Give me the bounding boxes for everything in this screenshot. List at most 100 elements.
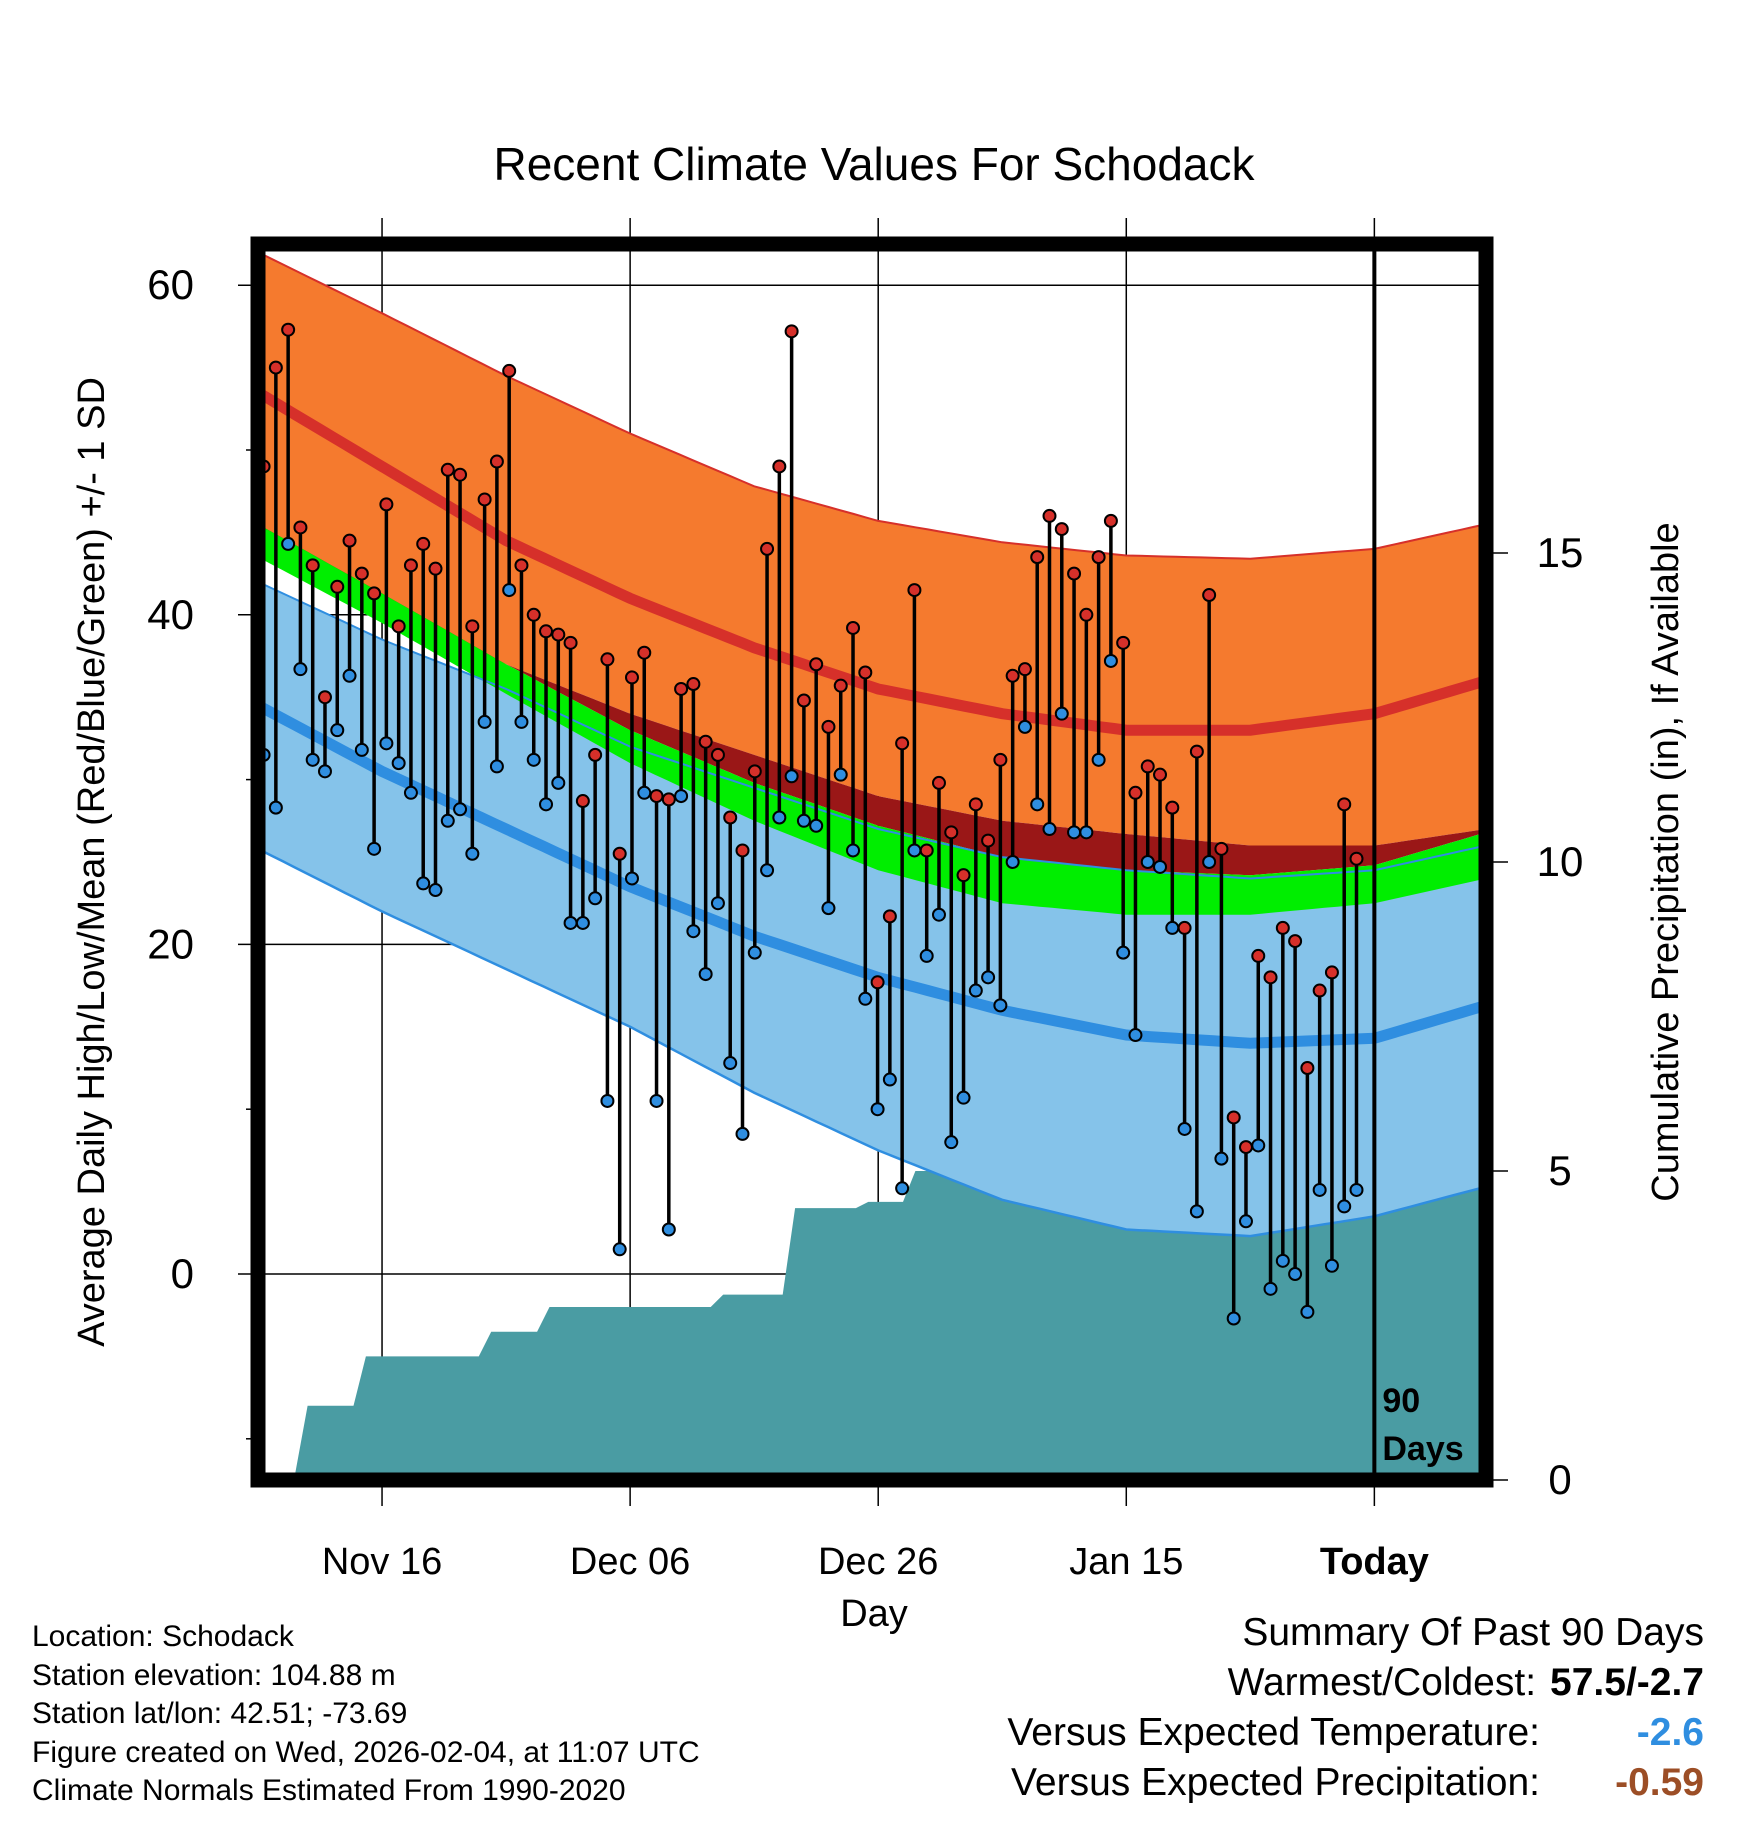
low-point bbox=[710, 896, 725, 911]
normal-bands-layer bbox=[258, 251, 1486, 1238]
low-point bbox=[747, 945, 762, 960]
low-point bbox=[784, 769, 799, 784]
high-point bbox=[882, 909, 897, 924]
created-text: Figure created on Wed, 2026-02-04, at 11… bbox=[32, 1735, 700, 1769]
low-point bbox=[735, 1126, 750, 1141]
high-point bbox=[367, 586, 382, 601]
low-point bbox=[882, 1072, 897, 1087]
high-point bbox=[1189, 744, 1204, 759]
low-point bbox=[465, 846, 480, 861]
low-point bbox=[1091, 752, 1106, 767]
high-point bbox=[539, 624, 554, 639]
low-point bbox=[1030, 797, 1045, 812]
high-point bbox=[1091, 550, 1106, 565]
low-point bbox=[612, 1242, 627, 1257]
high-point bbox=[993, 752, 1008, 767]
high-point bbox=[907, 583, 922, 598]
high-point bbox=[674, 681, 689, 696]
today-marker-label-1: 90 bbox=[1382, 1382, 1420, 1420]
low-point bbox=[1116, 945, 1131, 960]
low-point bbox=[1128, 1028, 1143, 1043]
low-point bbox=[1263, 1281, 1278, 1296]
high-point bbox=[944, 825, 959, 840]
low-point bbox=[1324, 1258, 1339, 1273]
high-point bbox=[723, 810, 738, 825]
low-point bbox=[1202, 855, 1217, 869]
low-point bbox=[1067, 825, 1082, 840]
high-point bbox=[1238, 1140, 1253, 1155]
y-tick-label-left: 0 bbox=[171, 1250, 194, 1297]
x-tick-label: Nov 16 bbox=[322, 1541, 442, 1583]
y-tick-label-left: 20 bbox=[147, 920, 194, 967]
low-point bbox=[661, 1222, 676, 1237]
low-point bbox=[379, 736, 394, 751]
station-info: Location: Schodack Station elevation: 10… bbox=[32, 1618, 700, 1811]
x-tick-label: Today bbox=[1320, 1541, 1429, 1583]
low-point bbox=[1140, 855, 1155, 869]
high-point bbox=[1054, 522, 1069, 537]
low-point bbox=[1238, 1214, 1253, 1229]
high-point bbox=[1079, 607, 1094, 622]
high-point bbox=[1312, 983, 1327, 998]
high-point bbox=[1140, 759, 1155, 774]
high-sd-band bbox=[258, 252, 1486, 846]
low-point bbox=[833, 767, 848, 782]
low-point bbox=[354, 742, 369, 757]
low-point bbox=[539, 797, 554, 812]
low-point bbox=[907, 843, 922, 858]
location-text: Location: Schodack bbox=[32, 1620, 294, 1653]
high-point bbox=[858, 665, 873, 680]
high-point bbox=[563, 635, 578, 650]
high-point bbox=[1288, 934, 1303, 949]
high-point bbox=[772, 459, 787, 474]
high-point bbox=[895, 736, 910, 751]
low-point bbox=[1300, 1304, 1315, 1319]
low-point bbox=[624, 871, 639, 886]
high-point bbox=[588, 747, 603, 762]
x-tick-label: Dec 06 bbox=[570, 1541, 690, 1583]
high-point bbox=[1030, 550, 1045, 565]
high-point bbox=[833, 678, 848, 693]
low-point bbox=[1042, 822, 1057, 837]
summary-panel: Summary Of Past 90 Days Warmest/Coldest:… bbox=[1007, 1608, 1704, 1808]
high-point bbox=[1005, 668, 1020, 683]
high-point bbox=[735, 843, 750, 858]
precip-departure-label: Versus Expected Precipitation: bbox=[1011, 1761, 1540, 1804]
low-point bbox=[1103, 653, 1118, 668]
low-point bbox=[1079, 825, 1094, 840]
low-point bbox=[1312, 1182, 1327, 1197]
high-point bbox=[330, 579, 345, 594]
high-point bbox=[846, 620, 861, 635]
high-point bbox=[1214, 841, 1229, 856]
low-point bbox=[956, 1090, 971, 1105]
observations-layer bbox=[258, 322, 1364, 1326]
y-tick-label-left: 60 bbox=[147, 261, 194, 308]
high-point bbox=[305, 558, 320, 573]
high-point bbox=[1251, 948, 1266, 963]
high-point bbox=[379, 497, 394, 512]
low-point bbox=[428, 883, 443, 898]
high-point bbox=[821, 719, 836, 734]
low-point bbox=[760, 863, 775, 878]
warmest-coldest-row: Warmest/Coldest: 57.5/-2.7 bbox=[1007, 1658, 1704, 1708]
low-point bbox=[575, 915, 590, 930]
upper-overlap-band bbox=[258, 524, 1486, 876]
low-point bbox=[821, 901, 836, 916]
high-point bbox=[649, 789, 664, 804]
low-point bbox=[293, 662, 308, 677]
high-point bbox=[796, 693, 811, 708]
high-point bbox=[440, 462, 455, 477]
high-point bbox=[477, 492, 492, 507]
low-point bbox=[772, 810, 787, 825]
y-tick-label-right: 15 bbox=[1537, 529, 1584, 576]
low-point bbox=[1005, 855, 1020, 869]
low-point bbox=[796, 813, 811, 828]
high-point bbox=[1116, 635, 1131, 650]
high-point bbox=[1324, 965, 1339, 980]
high-point bbox=[968, 797, 983, 812]
high-point bbox=[760, 541, 775, 556]
low-point bbox=[588, 891, 603, 906]
high-point bbox=[1177, 920, 1192, 935]
high-point bbox=[465, 619, 480, 634]
